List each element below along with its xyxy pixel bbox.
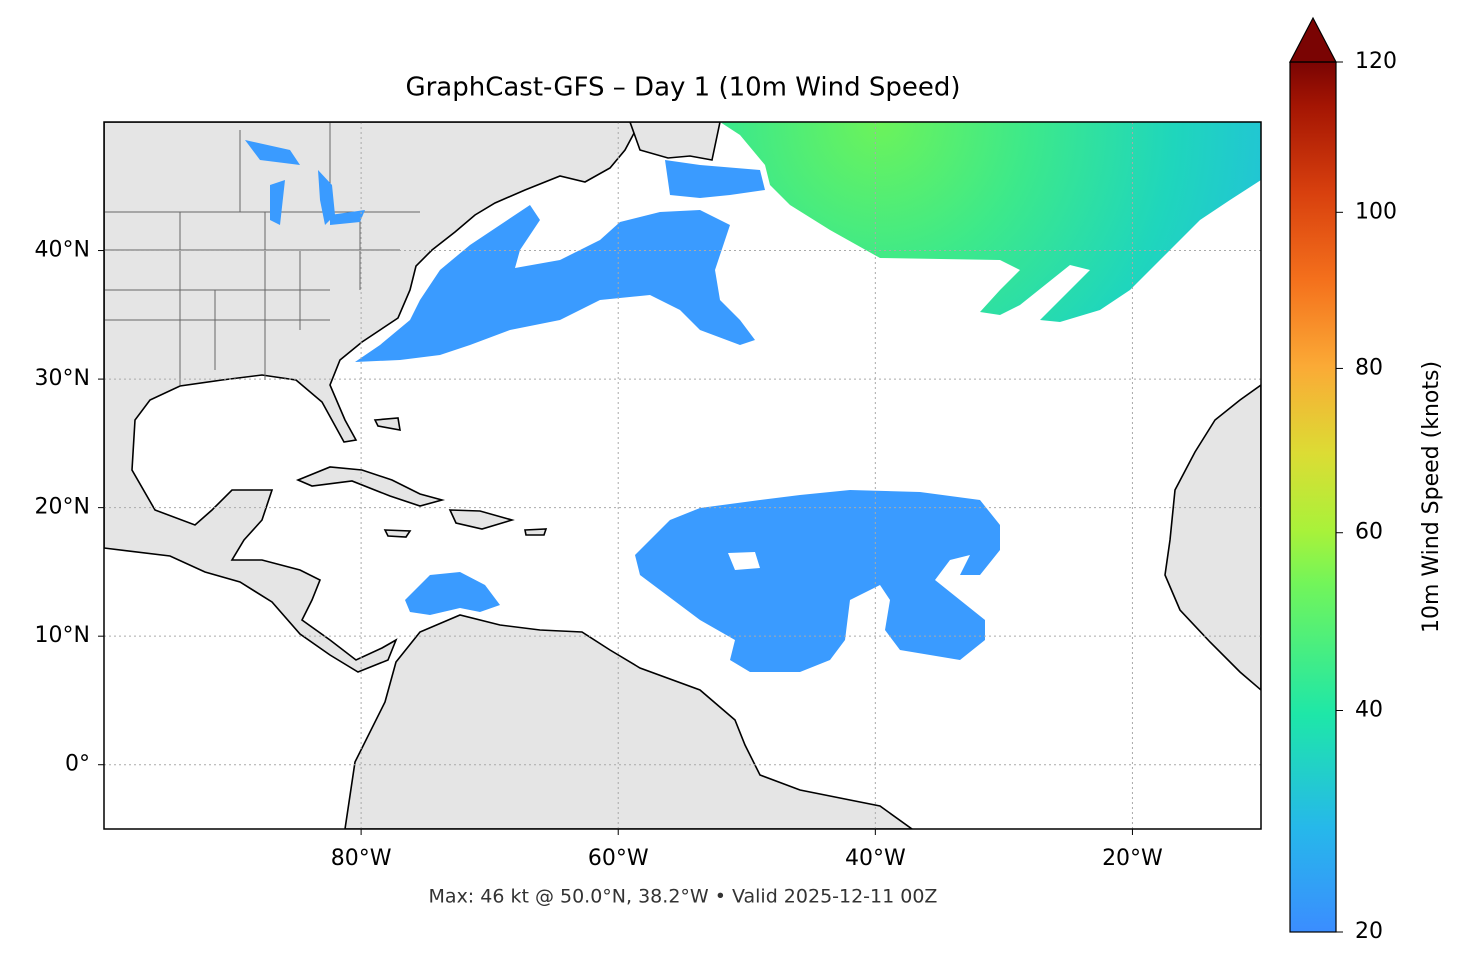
colorbar-tick-label: 20 [1355, 919, 1383, 944]
colorbar-tick-label: 60 [1355, 520, 1383, 545]
cuba [295, 466, 446, 507]
x-tick-label: 20°W [1102, 846, 1163, 871]
island [383, 529, 412, 538]
colorbar-tick-label: 80 [1355, 355, 1383, 380]
canada-east [629, 122, 721, 161]
x-tick-label: 60°W [588, 846, 649, 871]
colorbar-label: 10m Wind Speed (knots) [1419, 361, 1444, 633]
y-tick-label: 40°N [35, 238, 90, 263]
y-tick-label: 0° [65, 752, 90, 777]
south-america [344, 614, 914, 829]
wind-area [355, 205, 755, 362]
axes-frame [103, 121, 1262, 830]
wind-area [720, 122, 1261, 322]
africa [1164, 384, 1261, 692]
colorbar [1290, 62, 1336, 932]
wind-area [665, 160, 765, 198]
map [104, 122, 1261, 829]
y-tick-label: 30°N [35, 366, 90, 391]
wind-area [635, 490, 1000, 672]
hispaniola [448, 509, 515, 530]
x-tick-label: 40°W [845, 846, 906, 871]
colorbar-extend [1289, 16, 1337, 63]
y-tick-label: 20°N [35, 495, 90, 520]
island [373, 417, 401, 431]
y-tick-label: 10°N [35, 623, 90, 648]
island [524, 528, 548, 536]
colorbar-tick-label: 40 [1355, 697, 1383, 722]
x-tick-label: 80°W [331, 846, 392, 871]
wind-area [405, 572, 500, 615]
colorbar-tick-label: 100 [1355, 199, 1397, 224]
footnote: Max: 46 kt @ 50.0°N, 38.2°W • Valid 2025… [429, 886, 938, 908]
north-america [104, 122, 641, 673]
colorbar-tick-label: 120 [1355, 49, 1397, 74]
colorbar-frame [1289, 61, 1337, 933]
wind-area [245, 140, 365, 225]
chart-title: GraphCast-GFS – Day 1 (10m Wind Speed) [405, 73, 960, 103]
